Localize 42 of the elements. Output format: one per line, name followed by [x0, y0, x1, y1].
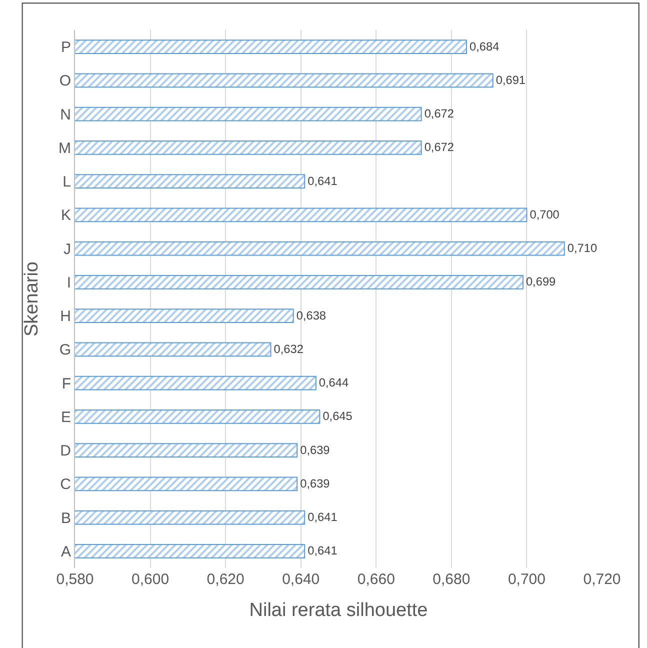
data-label: 0,710: [567, 241, 598, 256]
y-tick-label: C: [60, 476, 72, 494]
x-tick-label: 0,720: [583, 571, 621, 588]
x-tick-label: 0,620: [206, 571, 244, 588]
data-label: 0,684: [470, 39, 500, 54]
data-label: 0,641: [308, 174, 338, 188]
y-tick-label: N: [60, 106, 71, 124]
data-label: 0,639: [300, 442, 330, 457]
x-axis-title: Nilai rerata silhouette: [249, 600, 428, 621]
y-tick-label: F: [62, 375, 71, 392]
y-tick-label: G: [59, 342, 71, 359]
x-tick-label: 0,580: [56, 571, 94, 588]
y-tick-label: A: [60, 543, 71, 560]
data-label: 0,641: [308, 544, 338, 558]
x-tick-label: 0,680: [432, 571, 470, 588]
y-tick-label: D: [60, 442, 72, 460]
x-tick-label: 0,700: [508, 571, 546, 588]
data-label: 0,700: [530, 207, 560, 222]
y-tick-label: O: [59, 72, 71, 90]
y-axis-title: Skenario: [21, 262, 42, 336]
data-label: 0,644: [318, 376, 349, 390]
y-tick-label: J: [64, 240, 71, 258]
data-label: 0,672: [424, 140, 454, 154]
x-tick-label: 0,600: [132, 571, 170, 588]
data-label: 0,641: [308, 510, 338, 524]
x-tick-label: 0,640: [282, 571, 320, 588]
data-label: 0,638: [296, 308, 326, 322]
y-tick-label: I: [66, 274, 71, 292]
y-tick-label: B: [60, 510, 71, 527]
x-tick-label: 0,660: [357, 571, 395, 588]
y-tick-label: L: [62, 174, 71, 191]
y-tick-label: M: [58, 140, 71, 157]
data-label: 0,691: [496, 72, 526, 87]
data-label: 0,639: [300, 476, 330, 490]
y-tick-label: K: [60, 207, 71, 224]
data-label: 0,672: [424, 106, 454, 121]
y-tick-label: H: [60, 308, 71, 326]
data-label: 0,632: [274, 342, 304, 356]
data-label: 0,645: [322, 409, 353, 424]
data-label: 0,699: [526, 274, 556, 289]
y-tick-label: P: [60, 39, 71, 56]
y-tick-label: E: [60, 408, 71, 426]
